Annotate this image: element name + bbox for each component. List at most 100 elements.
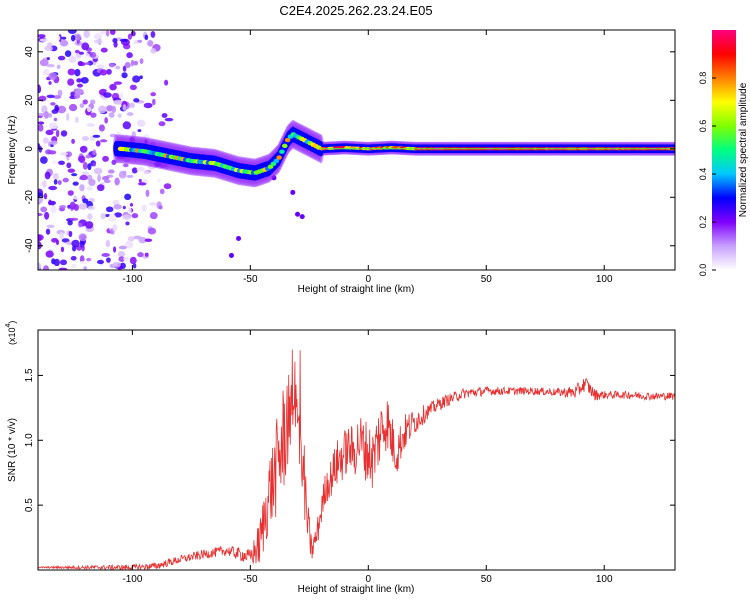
noise-blob — [57, 55, 66, 61]
noise-blob — [150, 48, 157, 54]
noise-blob — [85, 62, 91, 66]
noise-blob — [137, 39, 143, 43]
noise-blob — [38, 234, 42, 242]
noise-blob — [38, 196, 44, 204]
noise-blob — [59, 231, 64, 240]
noise-blob — [111, 159, 117, 166]
spectrogram-y-tick-label: 40 — [24, 46, 35, 58]
noise-blob — [53, 117, 58, 122]
snr-x-tick-label: 0 — [366, 574, 372, 585]
noise-blob — [105, 257, 111, 263]
noise-blob — [154, 161, 161, 167]
noise-blob — [150, 30, 156, 38]
noise-blob — [48, 185, 58, 191]
ridge-core — [279, 149, 285, 154]
noise-blob — [116, 131, 122, 136]
noise-blob — [38, 213, 43, 217]
noise-blob — [105, 30, 110, 37]
noise-blob — [129, 84, 137, 91]
noise-blob — [53, 172, 59, 181]
noise-blob — [295, 211, 301, 217]
noise-blob — [147, 40, 154, 47]
noise-blob — [58, 160, 65, 166]
noise-blob — [100, 213, 106, 220]
noise-blob — [123, 157, 131, 163]
noise-blob — [52, 34, 61, 42]
noise-blob — [41, 105, 48, 114]
noise-blob — [137, 129, 142, 133]
noise-blob — [67, 30, 77, 34]
noise-blob — [60, 130, 68, 137]
noise-blob — [161, 113, 168, 118]
noise-blob — [149, 211, 158, 220]
noise-blob — [86, 123, 96, 127]
noise-blob — [138, 236, 147, 244]
noise-blob — [43, 111, 50, 119]
noise-blob — [79, 103, 85, 108]
noise-blob — [38, 84, 41, 91]
chart-title: C2E4.2025.262.23.24.E05 — [279, 3, 432, 18]
noise-blob — [130, 59, 135, 67]
noise-blob — [97, 174, 101, 183]
noise-blob — [59, 205, 67, 209]
noise-blob — [74, 49, 80, 54]
noise-blob — [69, 217, 79, 221]
noise-blob — [132, 75, 141, 83]
noise-blob — [42, 31, 48, 36]
spectrogram-x-tick-label: -100 — [122, 274, 142, 285]
noise-blob — [92, 134, 101, 138]
noise-blob — [50, 140, 58, 145]
noise-blob — [67, 220, 73, 226]
ridge-core — [273, 158, 280, 164]
noise-blob — [66, 162, 72, 169]
noise-blob — [164, 117, 174, 122]
noise-blob — [116, 60, 122, 67]
spectrogram-x-label: Height of straight line (km) — [298, 284, 415, 295]
noise-blob — [71, 138, 75, 144]
noise-blob — [108, 112, 115, 118]
noise-blob — [129, 102, 135, 109]
noise-blob — [150, 92, 156, 97]
noise-blob — [81, 42, 90, 51]
snr-x-tick-label: -100 — [122, 574, 142, 585]
noise-blob — [78, 233, 87, 242]
noise-blob — [68, 55, 77, 64]
noise-blob — [129, 136, 135, 144]
noise-blob — [46, 63, 55, 68]
noise-blob — [105, 239, 111, 248]
snr-panel: -100 -50 0 50 100 0.5 1.0 1.5 Height of straig… — [5, 321, 676, 595]
noise-blob — [104, 117, 108, 124]
noise-blob — [76, 78, 82, 83]
noise-blob — [70, 263, 77, 269]
spectrogram-x-ticks: -100 -50 0 50 100 — [122, 30, 613, 285]
noise-blob — [82, 99, 88, 105]
noise-blob — [79, 145, 88, 153]
snr-y-ticks: 0.5 1.0 1.5 — [24, 368, 675, 512]
colorbar-tick-label: 0.0 — [698, 264, 708, 277]
noise-blob — [96, 64, 105, 70]
noise-blob — [48, 81, 52, 85]
noise-blob — [83, 266, 87, 270]
noise-blob — [44, 45, 53, 52]
noise-blob — [44, 171, 51, 180]
noise-blob — [98, 124, 105, 132]
noise-blob — [126, 52, 133, 59]
noise-blob — [93, 39, 103, 44]
noise-blob — [50, 205, 57, 214]
noise-blob — [86, 186, 94, 191]
noise-blob — [112, 261, 121, 268]
noise-blob — [113, 204, 122, 210]
noise-blob — [73, 93, 81, 99]
snr-multiplier: (x104) — [5, 321, 17, 345]
spectrogram-x-tick-label: 50 — [481, 274, 493, 285]
noise-blob — [124, 62, 131, 68]
noise-blob — [158, 205, 163, 210]
noise-blob — [113, 246, 117, 253]
noise-blob — [139, 58, 144, 64]
noise-blob — [125, 240, 134, 249]
noise-blob — [82, 162, 88, 170]
noise-blob — [83, 30, 90, 38]
spectrogram-y-label: Frequency (Hz) — [7, 116, 18, 185]
noise-blob — [139, 75, 143, 80]
noise-blob — [79, 174, 88, 181]
